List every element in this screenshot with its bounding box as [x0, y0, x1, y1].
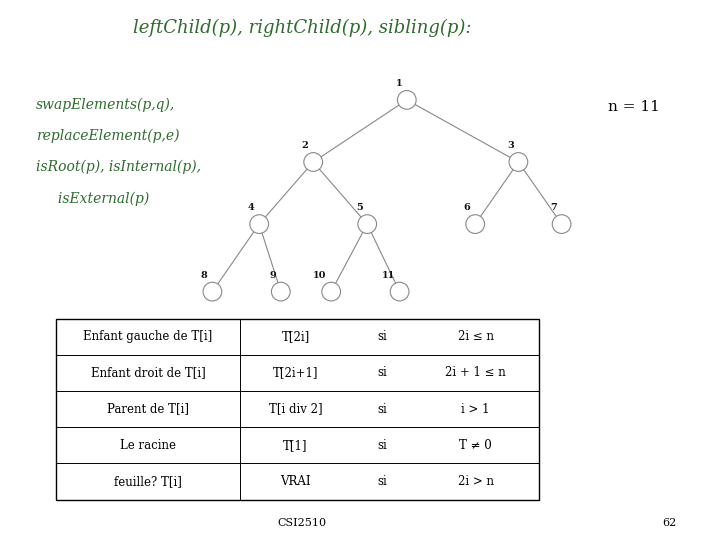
Ellipse shape [203, 282, 222, 301]
Ellipse shape [390, 282, 409, 301]
Bar [56, 319, 539, 500]
Text: 10: 10 [313, 271, 327, 280]
Text: 4: 4 [248, 203, 255, 212]
Text: 2i + 1 ≤ n: 2i + 1 ≤ n [445, 366, 506, 380]
Text: T[2i]: T[2i] [282, 330, 310, 343]
Text: 2i ≤ n: 2i ≤ n [458, 330, 494, 343]
Text: swapElements(p,q),: swapElements(p,q), [36, 97, 175, 112]
Text: VRAI: VRAI [280, 475, 311, 488]
Text: si: si [377, 475, 387, 488]
Text: CSI2510: CSI2510 [278, 518, 327, 528]
Text: 9: 9 [269, 271, 276, 280]
Text: 5: 5 [356, 203, 363, 212]
Text: n = 11: n = 11 [608, 100, 660, 114]
Text: Parent de T[i]: Parent de T[i] [107, 402, 189, 416]
Text: T[1]: T[1] [283, 438, 308, 452]
Ellipse shape [509, 153, 528, 171]
Text: Le racine: Le racine [120, 438, 176, 452]
Text: i > 1: i > 1 [462, 402, 490, 416]
Ellipse shape [397, 91, 416, 109]
Text: T ≠ 0: T ≠ 0 [459, 438, 492, 452]
Ellipse shape [304, 153, 323, 171]
Text: 3: 3 [507, 141, 514, 150]
Text: 7: 7 [550, 203, 557, 212]
Text: 2: 2 [302, 141, 308, 150]
Text: si: si [377, 330, 387, 343]
Text: T[2i+1]: T[2i+1] [273, 366, 318, 380]
Text: Enfant droit de T[i]: Enfant droit de T[i] [91, 366, 205, 380]
Text: 8: 8 [201, 271, 207, 280]
Text: leftChild(p), rightChild(p), sibling(p):: leftChild(p), rightChild(p), sibling(p): [133, 19, 472, 37]
Text: isRoot(p), isInternal(p),: isRoot(p), isInternal(p), [36, 160, 201, 174]
Text: 2i > n: 2i > n [458, 475, 494, 488]
Text: T[i div 2]: T[i div 2] [269, 402, 323, 416]
Text: replaceElement(p,e): replaceElement(p,e) [36, 129, 179, 143]
Ellipse shape [552, 215, 571, 233]
Text: 11: 11 [382, 271, 395, 280]
Text: 1: 1 [395, 79, 402, 88]
Text: Enfant gauche de T[i]: Enfant gauche de T[i] [84, 330, 212, 343]
Text: si: si [377, 438, 387, 452]
Text: si: si [377, 402, 387, 416]
Text: si: si [377, 366, 387, 380]
Text: 62: 62 [662, 518, 677, 528]
Ellipse shape [250, 215, 269, 233]
Ellipse shape [271, 282, 290, 301]
Ellipse shape [466, 215, 485, 233]
Ellipse shape [322, 282, 341, 301]
Text: feuille? T[i]: feuille? T[i] [114, 475, 182, 488]
Text: isExternal(p): isExternal(p) [36, 191, 149, 206]
Ellipse shape [358, 215, 377, 233]
Text: 6: 6 [464, 203, 471, 212]
